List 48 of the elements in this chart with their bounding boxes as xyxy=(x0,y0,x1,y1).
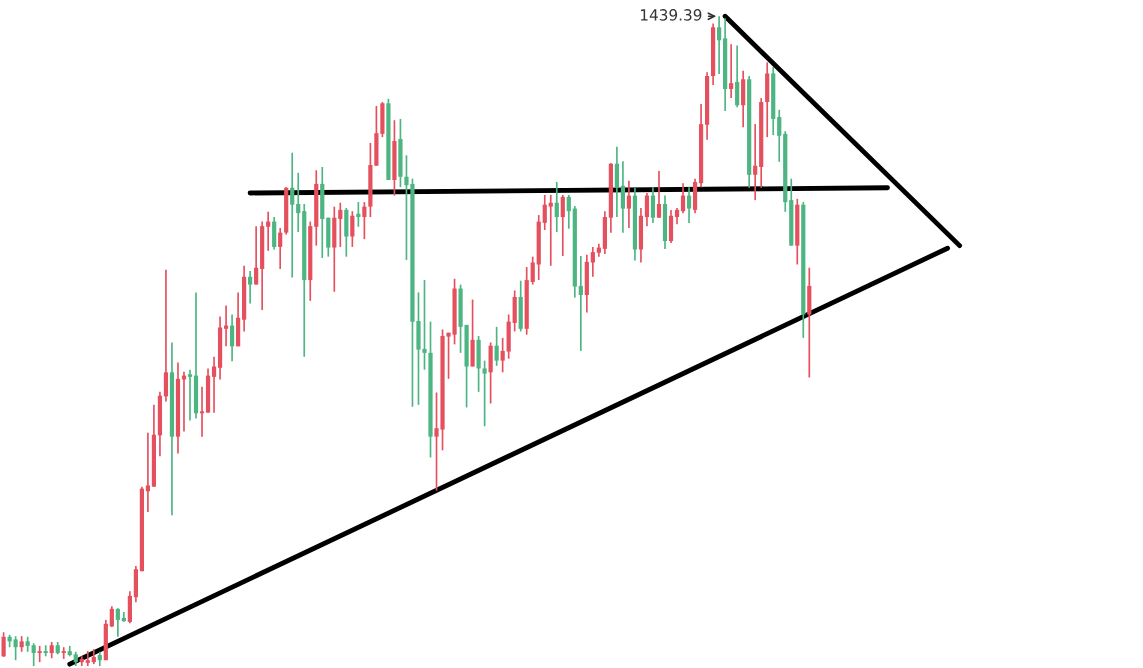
candlestick xyxy=(13,635,18,662)
candlestick xyxy=(686,186,692,224)
candlestick xyxy=(109,605,114,628)
annotation: 1439.39 xyxy=(640,9,702,21)
candlestick xyxy=(211,355,217,414)
candlestick xyxy=(620,160,626,234)
candlestick xyxy=(566,194,571,230)
candlestick xyxy=(530,255,535,286)
candlestick xyxy=(542,194,547,231)
candlestick xyxy=(482,359,487,428)
candlestick xyxy=(735,44,740,109)
candlestick xyxy=(656,170,662,219)
candlestick xyxy=(1,631,6,658)
candlestick xyxy=(338,201,343,248)
candlestick xyxy=(494,326,499,367)
candlestick xyxy=(296,172,301,233)
candlestick xyxy=(777,108,782,163)
candlestick xyxy=(145,431,151,513)
candlestick xyxy=(362,201,367,240)
candlestick xyxy=(578,255,583,352)
candlestick xyxy=(614,146,619,218)
candlestick xyxy=(31,642,36,667)
candlestick xyxy=(266,211,271,252)
candlestick xyxy=(85,650,90,667)
candlestick xyxy=(548,194,553,267)
candlestick xyxy=(115,607,120,638)
candlestick xyxy=(37,645,42,663)
candlestick xyxy=(43,644,48,658)
candlestick xyxy=(187,368,193,422)
candlestick xyxy=(278,227,283,270)
candlestick xyxy=(560,194,565,257)
candlestick xyxy=(753,123,758,201)
candlestick xyxy=(590,246,595,278)
candlestick xyxy=(644,192,650,227)
candlestick xyxy=(229,313,235,363)
candlestick xyxy=(500,337,505,374)
candlestick xyxy=(61,646,66,660)
candlestick xyxy=(680,182,686,214)
candlestick xyxy=(729,43,734,99)
candlestick xyxy=(248,270,253,305)
candlestick xyxy=(650,186,656,224)
candlestick xyxy=(554,181,559,233)
candlestick xyxy=(626,179,632,229)
candlestick xyxy=(254,225,259,286)
candlestick xyxy=(717,15,722,75)
candlestick xyxy=(199,385,205,438)
candlestick xyxy=(350,210,355,248)
candlestick xyxy=(290,151,295,279)
